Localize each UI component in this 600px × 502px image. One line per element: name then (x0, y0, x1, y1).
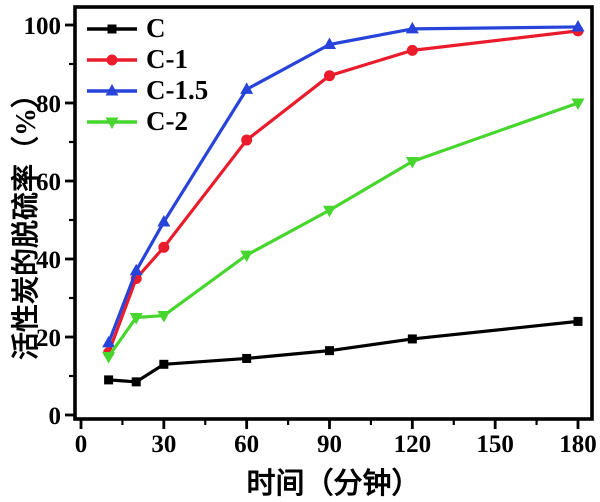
svg-text:40: 40 (36, 247, 61, 274)
legend-item-c1: C-1 (86, 44, 208, 75)
legend-label: C-2 (146, 106, 188, 136)
legend-label: C-1.5 (146, 75, 209, 105)
series-c15-marker-icon (87, 83, 137, 95)
x-axis-title: 时间（分钟） (246, 468, 421, 500)
legend: C C-1 C-1.5 C-2 (86, 13, 208, 137)
svg-text:0: 0 (75, 431, 88, 458)
svg-text:100: 100 (24, 13, 62, 40)
legend-item-c15: C-1.5 (86, 75, 208, 106)
svg-text:80: 80 (36, 91, 61, 118)
series-c1-marker-icon (87, 54, 137, 65)
svg-text:90: 90 (317, 431, 342, 458)
series-c2-marker-icon (87, 117, 137, 129)
legend-item-c2: C-2 (86, 106, 208, 137)
svg-text:60: 60 (234, 431, 259, 458)
svg-text:30: 30 (151, 431, 176, 458)
svg-text:60: 60 (36, 169, 61, 196)
y-axis-title: 活性炭的脱硫率（%） (11, 79, 42, 361)
svg-text:0: 0 (49, 403, 62, 430)
svg-text:150: 150 (476, 431, 514, 458)
legend-item-c: C (86, 13, 208, 44)
svg-text:20: 20 (36, 325, 61, 352)
legend-label: C (146, 13, 166, 43)
series-c-marker-icon (87, 24, 137, 33)
legend-label: C-1 (146, 44, 188, 74)
svg-text:180: 180 (559, 431, 597, 458)
svg-text:120: 120 (394, 431, 432, 458)
